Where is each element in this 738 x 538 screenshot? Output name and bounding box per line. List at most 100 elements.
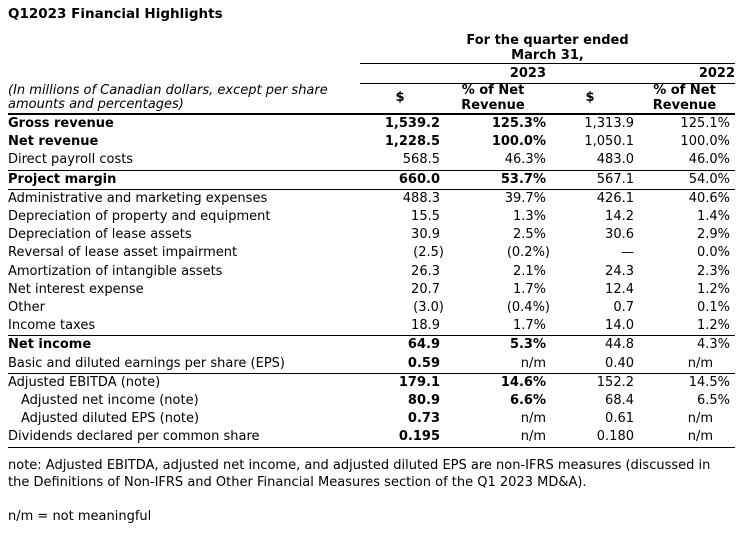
row-label: Depreciation of property and equipment xyxy=(8,208,360,226)
value-2022-dollars-text: 68.4 xyxy=(605,393,634,409)
row-label: Depreciation of lease assets xyxy=(8,226,360,244)
page-title: Q12023 Financial Highlights xyxy=(8,6,223,22)
value-2022-pct: n/m xyxy=(634,428,735,448)
row-label-text: Reversal of lease asset impairment xyxy=(8,245,238,261)
value-2022-dollars-text: 567.1 xyxy=(596,171,634,187)
value-2023-pct-text: 6.6% xyxy=(509,393,546,409)
value-2022-dollars: — xyxy=(546,244,634,262)
value-2022-pct: n/m xyxy=(634,354,735,374)
value-2022-dollars: 0.40 xyxy=(546,354,634,374)
value-2022-dollars: 30.6 xyxy=(546,226,634,244)
row-label: Adjusted net income (note) xyxy=(8,392,360,410)
empty-cell xyxy=(8,64,360,84)
table-row: Reversal of lease asset impairment (2.5) (… xyxy=(8,244,735,262)
row-label: Other xyxy=(8,299,360,317)
value-2022-dollars-text: 14.0 xyxy=(605,318,634,334)
value-2023-pct-text: n/m xyxy=(520,429,546,445)
value-2022-pct-text: 1.2% xyxy=(696,281,730,297)
value-2023-dollars-text: 20.7 xyxy=(411,281,440,297)
value-2023-dollars: 1,228.5 xyxy=(360,133,440,151)
value-2023-pct: 1.7% xyxy=(440,317,546,337)
value-2022-dollars-text: 44.8 xyxy=(605,337,634,353)
value-2023-dollars-text: 568.5 xyxy=(402,152,440,168)
value-2023-pct: 100.0% xyxy=(440,133,546,151)
value-2022-dollars-text: — xyxy=(621,245,634,261)
value-2022-dollars: 44.8 xyxy=(546,336,634,355)
pct-header-line1: % of Net xyxy=(653,83,716,98)
year-header-row: 2023 2022 xyxy=(8,63,735,84)
year-header-2023: 2023 xyxy=(360,63,546,84)
value-2022-pct: 1.2% xyxy=(634,281,735,299)
value-2023-pct-text: 1.3% xyxy=(512,209,546,225)
table-row: Direct payroll costs 568.5 46.3% 483.0 46.0% xyxy=(8,151,735,171)
value-2022-dollars: 14.2 xyxy=(546,208,634,226)
pct-column-header-2022: % of Net Revenue xyxy=(634,83,735,115)
value-2022-dollars: 1,050.1 xyxy=(546,133,634,151)
financial-highlights-table: For the quarter ended March 31, 2023 202… xyxy=(8,33,735,448)
value-2022-dollars: 12.4 xyxy=(546,281,634,299)
value-2023-dollars-text: 0.59 xyxy=(407,355,440,371)
value-2022-pct: 46.0% xyxy=(634,151,735,171)
value-2023-dollars-text: 64.9 xyxy=(407,337,440,353)
value-2022-pct-text: 2.9% xyxy=(696,227,730,243)
value-2023-pct: 39.7% xyxy=(440,189,546,208)
table-row: Project margin 660.0 53.7% 567.1 54.0% xyxy=(8,170,735,190)
footnote-non-ifrs: note: Adjusted EBITDA, adjusted net inco… xyxy=(8,457,711,490)
value-2022-pct-text: n/m xyxy=(687,411,713,427)
table-row: Adjusted diluted EPS (note) 0.73 n/m 0.61 n/… xyxy=(8,410,735,428)
row-label: Income taxes xyxy=(8,317,360,337)
value-2022-pct-text: n/m xyxy=(687,355,713,371)
value-2023-dollars-text: (2.5) xyxy=(413,245,444,261)
value-2022-dollars: 14.0 xyxy=(546,317,634,337)
value-2022-pct-text: 125.1% xyxy=(680,116,730,131)
value-2022-pct-text: 46.0% xyxy=(688,152,730,168)
row-label: Reversal of lease asset impairment xyxy=(8,244,360,262)
value-2022-pct: 54.0% xyxy=(634,170,735,190)
value-2023-dollars: 26.3 xyxy=(360,263,440,281)
row-label-text: Gross revenue xyxy=(8,116,114,131)
value-2023-dollars: 488.3 xyxy=(360,189,440,208)
value-2023-dollars: (3.0) xyxy=(360,299,444,317)
table-row: Adjusted EBITDA (note) 179.1 14.6% 152.2 14.… xyxy=(8,373,735,392)
value-2022-dollars-text: 0.61 xyxy=(605,411,634,427)
row-label-text: Depreciation of property and equipment xyxy=(8,209,271,225)
value-2022-dollars-text: 1,050.1 xyxy=(584,134,634,150)
footnote-nm-definition: n/m = not meaningful xyxy=(8,508,152,524)
value-2023-pct: 2.1% xyxy=(440,263,546,281)
value-2022-pct-text: 100.0% xyxy=(680,134,730,150)
empty-cell xyxy=(8,34,360,64)
dollar-column-header-2023: $ xyxy=(360,83,440,115)
value-2023-dollars: (2.5) xyxy=(360,244,444,262)
value-2022-dollars-text: 12.4 xyxy=(605,281,634,297)
value-2022-dollars-text: 1,313.9 xyxy=(584,116,634,131)
value-2023-dollars: 0.195 xyxy=(360,428,440,448)
value-2023-pct: n/m xyxy=(440,354,546,374)
row-label-text: Other xyxy=(8,300,45,316)
row-label-text: Adjusted EBITDA (note) xyxy=(8,374,161,390)
table-row: Depreciation of lease assets 30.9 2.5% 30.6… xyxy=(8,226,735,244)
value-2022-pct: n/m xyxy=(634,410,735,428)
value-2022-pct-text: 40.6% xyxy=(688,190,730,206)
row-label-text: Administrative and marketing expenses xyxy=(8,190,268,206)
row-label-text: Dividends declared per common share xyxy=(8,429,260,445)
units-note-line2: amounts and percentages) xyxy=(8,97,184,113)
value-2023-pct: 46.3% xyxy=(440,151,546,171)
value-2023-dollars-text: (3.0) xyxy=(413,300,444,316)
value-2022-pct: 2.3% xyxy=(634,263,735,281)
row-label-text: Depreciation of lease assets xyxy=(8,227,192,243)
value-2022-pct-text: 6.5% xyxy=(696,393,730,409)
value-2022-dollars-text: 483.0 xyxy=(596,152,634,168)
value-2023-dollars-text: 660.0 xyxy=(398,171,440,187)
value-2022-dollars: 0.61 xyxy=(546,410,634,428)
value-2022-dollars-text: 0.180 xyxy=(596,429,634,445)
value-2022-dollars: 483.0 xyxy=(546,151,634,171)
value-2022-dollars-text: 0.40 xyxy=(605,355,634,371)
value-2022-pct: 2.9% xyxy=(634,226,735,244)
value-2022-dollars-text: 24.3 xyxy=(605,263,634,279)
row-label-text: Adjusted diluted EPS (note) xyxy=(21,411,200,427)
value-2023-dollars: 15.5 xyxy=(360,208,440,226)
table-row: Other (3.0) (0.4%) 0.7 0.1% xyxy=(8,299,735,317)
value-2022-pct-text: 2.3% xyxy=(696,263,730,279)
period-header-line1: For the quarter ended xyxy=(466,33,629,48)
value-2023-pct: n/m xyxy=(440,410,546,428)
